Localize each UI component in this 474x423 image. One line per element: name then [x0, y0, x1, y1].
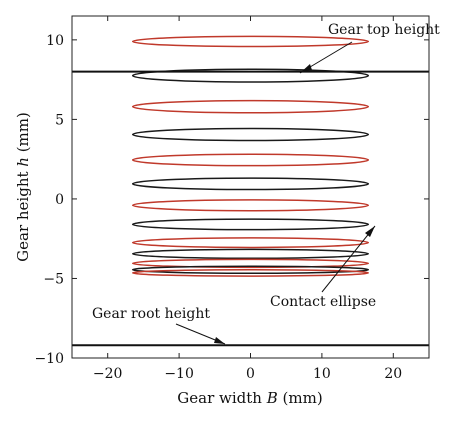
annotation-contact-ellipse-label: Contact ellipse — [270, 294, 376, 310]
annotation-contact-ellipse: Contact ellipse — [270, 225, 376, 310]
y-axis-label: Gear height h (mm) — [14, 112, 32, 262]
annotation-contact-ellipse-arrow — [321, 225, 376, 293]
arrowhead-icon — [365, 226, 375, 237]
y-axis-label-post: (mm) — [14, 112, 32, 157]
annotation-gear-top-height: Gear top height — [299, 22, 440, 74]
contact-ellipse-8 — [131, 237, 370, 249]
contact-ellipse-10 — [131, 258, 370, 269]
x-tick-label: −10 — [164, 366, 194, 382]
contact-ellipse-0 — [131, 35, 370, 48]
x-axis-label-post: (mm) — [278, 389, 323, 407]
y-tick-label: 10 — [46, 33, 64, 49]
y-axis-ticks: −10 −5 0 5 10 — [34, 33, 429, 367]
annotation-gear-top-height-label: Gear top height — [328, 22, 440, 38]
y-tick-label: 5 — [55, 112, 64, 128]
contact-ellipse-5 — [131, 177, 370, 191]
x-tick-label: 10 — [313, 366, 331, 382]
annotation-gear-root-height: Gear root height — [92, 306, 226, 345]
plot-area — [72, 16, 429, 358]
contact-ellipse-7 — [131, 218, 370, 231]
contact-ellipse-11 — [131, 265, 370, 274]
contact-ellipse-3 — [131, 127, 370, 142]
contact-ellipse-1 — [131, 68, 370, 83]
arrowhead-icon — [214, 337, 225, 344]
x-tick-label: 0 — [246, 366, 255, 382]
x-axis-label-var: B — [266, 389, 278, 407]
x-tick-label: −20 — [93, 366, 123, 382]
x-axis-label: Gear width B (mm) — [177, 389, 322, 407]
y-axis-label-var: h — [14, 157, 32, 167]
ellipse-series — [131, 35, 370, 277]
x-tick-label: 20 — [384, 366, 402, 382]
y-tick-label: −10 — [34, 351, 64, 367]
contact-ellipse-4 — [131, 153, 370, 167]
reference-lines — [72, 70, 429, 347]
y-tick-label: 0 — [55, 192, 64, 208]
y-tick-label: −5 — [43, 271, 64, 287]
arrowhead-icon — [300, 64, 312, 73]
contact-ellipse-9 — [131, 248, 370, 260]
contact-ellipse-2 — [131, 99, 370, 114]
annotation-gear-root-height-label: Gear root height — [92, 306, 210, 322]
contact-ellipse-12 — [131, 268, 370, 277]
x-axis-label-pre: Gear width — [177, 389, 266, 407]
contact-ellipse-6 — [131, 199, 370, 212]
y-axis-label-pre: Gear height — [14, 167, 32, 262]
x-axis-ticks: −20 −10 0 10 20 — [93, 16, 402, 382]
